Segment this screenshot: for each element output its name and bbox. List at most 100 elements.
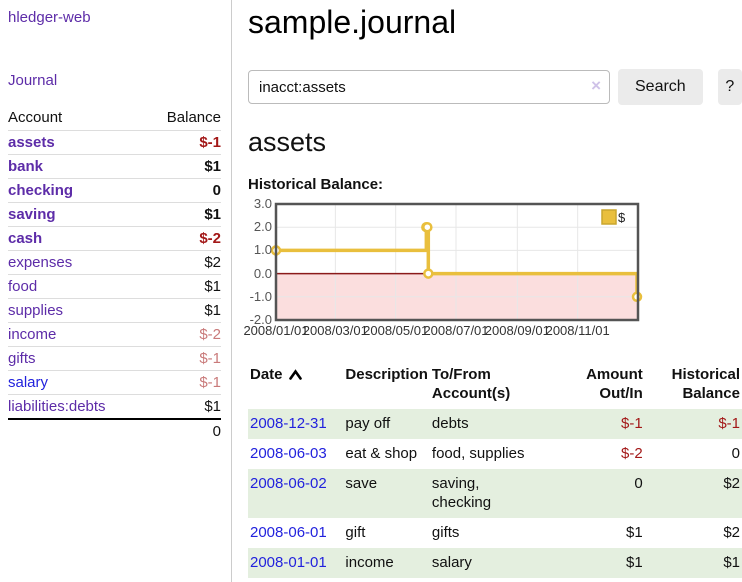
x-axis-tick: 2008/05/01 [363,323,429,338]
account-row: cash $-2 [8,226,221,251]
register-description: gift [345,524,366,541]
account-balance: $-1 [144,130,221,155]
accounts-total-row: 0 [8,418,221,443]
register-date-cell: 2008-12-31 [248,409,344,439]
register-balance: 0 [731,445,740,462]
y-axis-tick: 0.0 [253,265,272,281]
register-row[interactable]: 2008-01-01 income salary $1 $1 [248,548,742,578]
account-name-cell: expenses [8,250,145,275]
account-balance: $1 [144,274,221,299]
clear-search-icon[interactable]: × [591,76,601,95]
transaction-date-link[interactable]: 2008-06-01 [250,524,327,541]
total-spacer [8,418,145,443]
y-axis-tick: -1.0 [249,288,272,304]
page-title: sample.journal [248,4,457,40]
account-balance: $-2 [144,226,221,251]
account-heading: assets [248,127,327,157]
register-row[interactable]: 2008-12-31 pay off debts $-1 $-1 [248,409,742,439]
register-row[interactable]: 2008-06-02 save saving, checking 0 $2 [248,469,742,518]
transaction-date-link[interactable]: 2008-01-01 [250,554,327,571]
balance-chart-canvas: $ [270,202,643,322]
account-link[interactable]: saving [8,206,56,223]
transaction-date-link[interactable]: 2008-06-03 [250,445,327,462]
transaction-date-link[interactable]: 2008-06-02 [250,475,327,492]
account-link[interactable]: gifts [8,350,36,367]
account-name-cell: saving [8,202,145,227]
account-row: income $-2 [8,322,221,347]
account-name-cell: income [8,322,145,347]
x-axis-tick: 2008/11/01 [545,323,610,338]
account-balance: $2 [144,250,221,275]
account-link[interactable]: cash [8,230,43,247]
register-balance: $1 [644,548,742,578]
help-button[interactable]: ? [717,69,742,105]
account-link[interactable]: checking [8,182,74,199]
register-row[interactable]: 2008-06-03 eat & shop food, supplies $-2 0 [248,439,742,469]
register-row[interactable]: 2008-06-01 gift gifts $1 $2 [248,518,742,548]
register-amount: $1 [626,524,643,541]
chevron-up-icon [288,366,302,385]
account-name-cell: assets [8,130,145,155]
account-row: saving $1 [8,202,221,227]
chart-border [274,202,640,322]
main-content: sample.journal × Search ? assets Histori… [243,0,742,578]
account-link[interactable]: income [8,326,57,343]
account-name-cell: liabilities:debts [8,394,145,419]
register-header-row: Date Description To/From Account(s) Amou… [248,363,742,409]
app-brand-link[interactable]: hledger-web [8,9,91,26]
register-accounts: gifts [431,524,460,541]
account-link[interactable]: bank [8,158,44,175]
register-description: save [343,469,430,518]
account-name-cell: salary [8,370,145,395]
data-point-marker [423,268,434,279]
x-axis-tick: 2008/07/01 [423,323,489,338]
register-date-cell: 2008-06-03 [248,439,343,469]
y-axis-tick: -2.0 [249,312,272,327]
account-link[interactable]: supplies [8,302,64,319]
chart-title: Historical Balance: [248,176,384,193]
register-date-cell: 2008-06-02 [248,469,344,518]
sidebar-item-journal[interactable]: Journal [8,72,58,89]
register-description: pay off [343,409,430,439]
account-name-cell: bank [8,154,145,179]
account-name-cell: food [8,274,145,299]
register-header-date[interactable]: Date [248,363,343,409]
legend-label: $ [618,210,626,225]
register-header-amount: Amount Out/In [586,366,643,402]
search-input[interactable] [248,70,610,104]
legend-swatch [601,209,617,225]
register-balance: $2 [723,524,740,541]
register-table: Date Description To/From Account(s) Amou… [248,363,742,578]
account-link[interactable]: expenses [8,254,73,271]
sidebar: hledger-web Journal Account Balance asse… [0,0,232,582]
search-form: × Search ? [248,69,742,105]
register-description: income [343,548,430,578]
account-name-cell: gifts [8,346,145,371]
register-amount: $1 [569,548,645,578]
account-balance: $-2 [144,322,221,347]
register-accounts: salary [429,548,570,578]
account-balance: 0 [144,178,221,203]
x-axis-tick: 2008/01/01 [243,323,309,338]
account-link[interactable]: food [8,278,38,295]
account-balance: $1 [144,154,221,179]
register-balance: $-1 [644,409,742,439]
account-row: supplies $1 [8,298,221,323]
accounts-table: Account Balance assets $-1 bank $1 checking 0… [8,106,221,443]
account-link[interactable]: salary [8,374,49,391]
register-amount: 0 [569,469,645,518]
search-button[interactable]: Search [618,69,703,105]
register-description: eat & shop [345,445,418,462]
accounts-total-value: 0 [144,418,221,443]
app-brand: hledger-web [8,9,221,26]
account-link[interactable]: assets [8,134,55,151]
register-header-description: Description [345,366,428,383]
accounts-header-account: Account [8,109,63,126]
y-axis-tick: 1.0 [253,242,272,258]
account-link[interactable]: liabilities:debts [8,398,106,415]
account-row: food $1 [8,274,221,299]
transaction-date-link[interactable]: 2008-12-31 [250,415,327,432]
historical-balance-chart: $3.0 2.0 1.0 0.0 -1.0 -2.0 2008/01/01 2008/03/0… [243,196,742,343]
account-name-cell: checking [8,178,145,203]
register-header-balance: Historical Balance [671,366,740,402]
